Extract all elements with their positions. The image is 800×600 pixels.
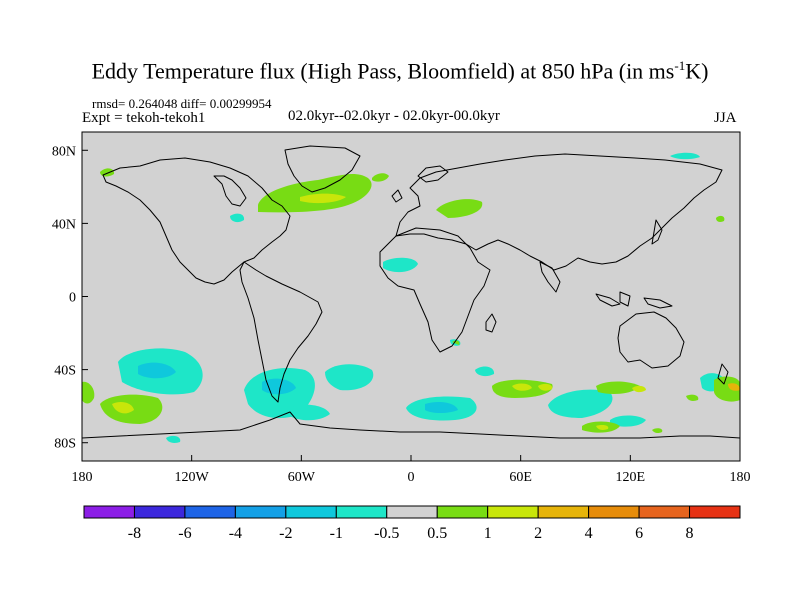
negative-anomaly <box>230 213 245 223</box>
colorbar-box <box>386 505 438 519</box>
x-tick-label: 60E <box>509 470 532 485</box>
colorbar: -8 -6 -4 -2 -1 -0.5 0.5 1 2 4 6 8 <box>83 505 741 542</box>
borneo-coast <box>619 291 631 307</box>
x-tick-label: 60W <box>288 470 316 485</box>
colorbar-label: 8 <box>686 525 694 542</box>
positive-anomaly <box>596 425 609 430</box>
colorbar-label: -4 <box>229 525 242 542</box>
negative-anomaly <box>670 152 700 160</box>
colorbar-box <box>638 505 691 519</box>
colorbar-box <box>487 505 539 519</box>
positive-anomaly <box>452 340 460 345</box>
antarctica-coast <box>82 411 740 439</box>
x-tick-label: 0 <box>408 470 415 485</box>
colorbar-box <box>335 505 388 519</box>
y-tick-label: 80N <box>52 144 76 159</box>
positive-anomaly <box>716 215 725 222</box>
experiment-label: Expt = tekoh-tekoh1 <box>82 110 206 126</box>
africa-coast <box>379 227 491 353</box>
colorbar-label: -8 <box>128 525 141 542</box>
negative-anomaly <box>548 389 613 418</box>
coastlines <box>82 145 740 439</box>
north-america-coast <box>102 157 291 285</box>
madagascar-coast <box>485 313 497 333</box>
japan-coast <box>651 219 663 245</box>
colorbar-box <box>133 505 186 519</box>
negative-anomaly <box>262 378 296 395</box>
y-tick-label: 0 <box>69 291 76 306</box>
colorbar-box <box>234 505 287 519</box>
colorbar-label: -1 <box>330 525 343 542</box>
british-isles-coast <box>391 189 403 203</box>
colorbar-box <box>689 505 741 519</box>
colorbar-label: 4 <box>585 525 593 542</box>
x-tick-label: 180 <box>72 470 93 485</box>
colorbar-box <box>588 505 640 519</box>
colorbar-label: -0.5 <box>374 525 399 542</box>
positive-anomaly <box>714 376 740 402</box>
colorbar-label: 1 <box>484 525 492 542</box>
positive-anomaly <box>512 383 532 391</box>
map-axes: 180 120W 60W 0 60E 120E 180 80N 40N 0 40S 80S <box>52 144 751 485</box>
negative-anomaly <box>166 435 181 443</box>
x-tick-label: 180 <box>730 470 751 485</box>
colorbar-label: 0.5 <box>427 525 447 542</box>
anomaly-field <box>82 152 740 443</box>
new-zealand-coast <box>717 363 729 385</box>
scandinavia-coast <box>417 165 449 183</box>
positive-anomaly <box>686 394 699 401</box>
new-guinea-coast <box>643 297 673 309</box>
negative-anomaly <box>425 402 458 413</box>
positive-anomaly <box>652 428 663 434</box>
positive-anomaly <box>436 199 483 218</box>
hudson-bay-coast <box>213 175 247 207</box>
season-label: JJA <box>714 110 737 126</box>
colorbar-box <box>285 505 337 519</box>
positive-anomaly <box>300 193 346 204</box>
positive-anomaly <box>372 173 389 182</box>
colorbar-box <box>83 505 135 519</box>
positive-anomaly <box>596 381 640 394</box>
x-tick-label: 120W <box>175 470 210 485</box>
stats-line: rmsd= 0.264048 diff= 0.00299954 <box>92 96 272 111</box>
positive-anomaly <box>538 383 553 391</box>
positive-anomaly <box>258 174 372 213</box>
negative-anomaly <box>610 415 646 427</box>
australia-coast <box>617 311 685 369</box>
colorbar-box <box>184 505 236 519</box>
eurasia-coast <box>395 153 723 271</box>
positive-anomaly <box>632 385 646 393</box>
colorbar-label: -2 <box>279 525 292 542</box>
plot-title: Eddy Temperature flux (High Pass, Bloomf… <box>91 58 709 84</box>
period-label: 02.0kyr--02.0kyr - 02.0kyr-00.0kyr <box>288 108 500 124</box>
colorbar-box <box>436 505 489 519</box>
x-tick-label: 120E <box>616 470 646 485</box>
south-america-coast <box>239 261 323 403</box>
negative-anomaly <box>475 366 495 377</box>
indonesia-coast <box>595 293 621 307</box>
positive-anomaly <box>82 381 95 404</box>
negative-anomaly <box>325 364 374 391</box>
colorbar-label: 2 <box>534 525 542 542</box>
positive-anomaly <box>728 383 740 391</box>
y-tick-label: 40S <box>54 364 76 379</box>
colorbar-label: 6 <box>635 525 643 542</box>
colorbar-box <box>537 505 590 519</box>
india-coast <box>539 261 561 293</box>
greenland-coast <box>284 145 361 193</box>
positive-anomaly <box>112 402 134 414</box>
negative-anomaly <box>138 362 176 379</box>
y-tick-label: 80S <box>54 437 76 452</box>
negative-anomaly <box>290 404 330 421</box>
colorbar-label: -6 <box>178 525 191 542</box>
negative-anomaly <box>383 257 418 273</box>
y-tick-label: 40N <box>52 217 76 232</box>
